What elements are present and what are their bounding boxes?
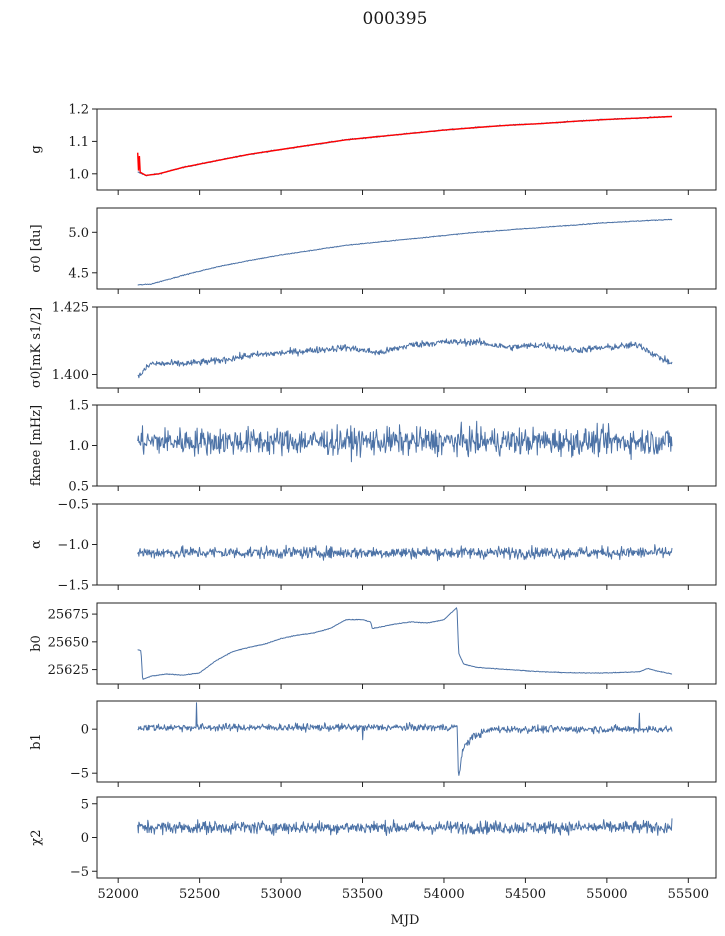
y-tick-label-alpha-1: −1.0 [57,538,89,553]
x-tick-label-0: 52000 [97,887,138,902]
y-tick-label-g-2: 1.2 [68,103,89,118]
panel-sigma0_du: 4.5 5.0 σ0 [du] [29,207,717,294]
x-tick-label-3: 53500 [342,887,383,902]
y-tick-label-b0-1: 25650 [48,635,89,650]
x-tick-label-4: 54000 [423,887,464,902]
y-axis-label-chi2: χ2 [29,829,44,845]
y-tick-label-sigma0_mks-1: 1.425 [52,301,89,316]
panel-b1: −5 0 b1 [29,700,717,787]
y-axis-label-g: g [29,145,44,153]
x-axis-label: MJD [391,913,420,928]
panel-chi2: −5 0 5 χ2 [29,796,717,883]
series-line-fknee-0 [137,420,673,463]
figure-title: 000395 [363,9,428,29]
axes-frame-b1 [96,700,717,783]
y-axis-label-sigma0_mks: σ0[mK s1/2] [29,307,44,388]
y-tick-label-b0-2: 25675 [48,608,89,623]
y-tick-label-b0-0: 25625 [48,663,89,678]
y-axis-label-alpha: α [29,540,44,549]
y-tick-label-fknee-1: 1.0 [68,439,89,454]
y-tick-label-b1-0: −5 [70,767,89,782]
y-tick-label-chi2-2: 5 [81,797,89,812]
panel-sigma0_mks: 1.400 1.425 σ0[mK s1/2] [29,301,717,393]
y-tick-label-fknee-0: 0.5 [68,480,89,495]
panel-fknee: 0.5 1.0 1.5 fknee [mHz] [29,399,717,495]
panel-g: 1.0 1.1 1.2 g [29,103,717,195]
y-axis-label-b1: b1 [29,733,44,750]
series-line-chi2-0 [137,818,673,836]
x-tick-label-1: 52500 [179,887,220,902]
y-tick-label-b1-1: 0 [81,723,89,738]
x-tick-label-5: 54500 [505,887,546,902]
series-line-sigma0_mks-0 [137,337,673,379]
y-tick-label-alpha-2: −0.5 [57,498,89,513]
y-tick-label-sigma0_du-0: 4.5 [68,266,89,281]
y-axis-label-b0: b0 [29,635,44,652]
y-tick-label-g-1: 1.1 [68,135,89,150]
series-line-alpha-0 [137,544,673,562]
y-tick-label-chi2-1: 0 [81,831,89,846]
axes-frame-chi2 [96,796,717,879]
panel-b0: 25625 25650 25675 b0 [29,602,717,689]
y-tick-label-fknee-2: 1.5 [68,399,89,414]
axes-frame-sigma0_du [96,207,717,290]
y-tick-label-alpha-0: −1.5 [57,579,89,594]
y-tick-label-sigma0_du-1: 5.0 [68,226,89,241]
series-line-b1-0 [137,702,673,776]
x-tick-label-6: 55000 [586,887,627,902]
series-line-sigma0_du-0 [137,218,673,286]
y-tick-label-chi2-0: −5 [70,865,89,880]
series-line-g-0 [137,115,673,177]
x-tick-label-2: 53000 [260,887,301,902]
x-tick-label-7: 55500 [668,887,709,902]
panel-alpha: −1.5 −1.0 −0.5 α [29,498,717,594]
y-tick-label-sigma0_mks-0: 1.400 [52,368,89,383]
y-axis-label-fknee: fknee [mHz] [29,405,44,486]
series-line-b0-0 [137,607,673,680]
axes-frame-sigma0_mks [96,306,717,389]
panels: 1.0 1.1 1.2 g 4.5 5.0 σ0 [du] 1.400 1.425 σ0[mK s… [29,103,717,902]
y-axis-label-sigma0_du: σ0 [du] [29,224,44,272]
axes-frame-alpha [96,503,717,586]
axes-frame-b0 [96,602,717,685]
series-line-g-1 [137,115,673,177]
axes-frame-g [96,108,717,191]
y-tick-label-g-0: 1.0 [68,167,89,182]
